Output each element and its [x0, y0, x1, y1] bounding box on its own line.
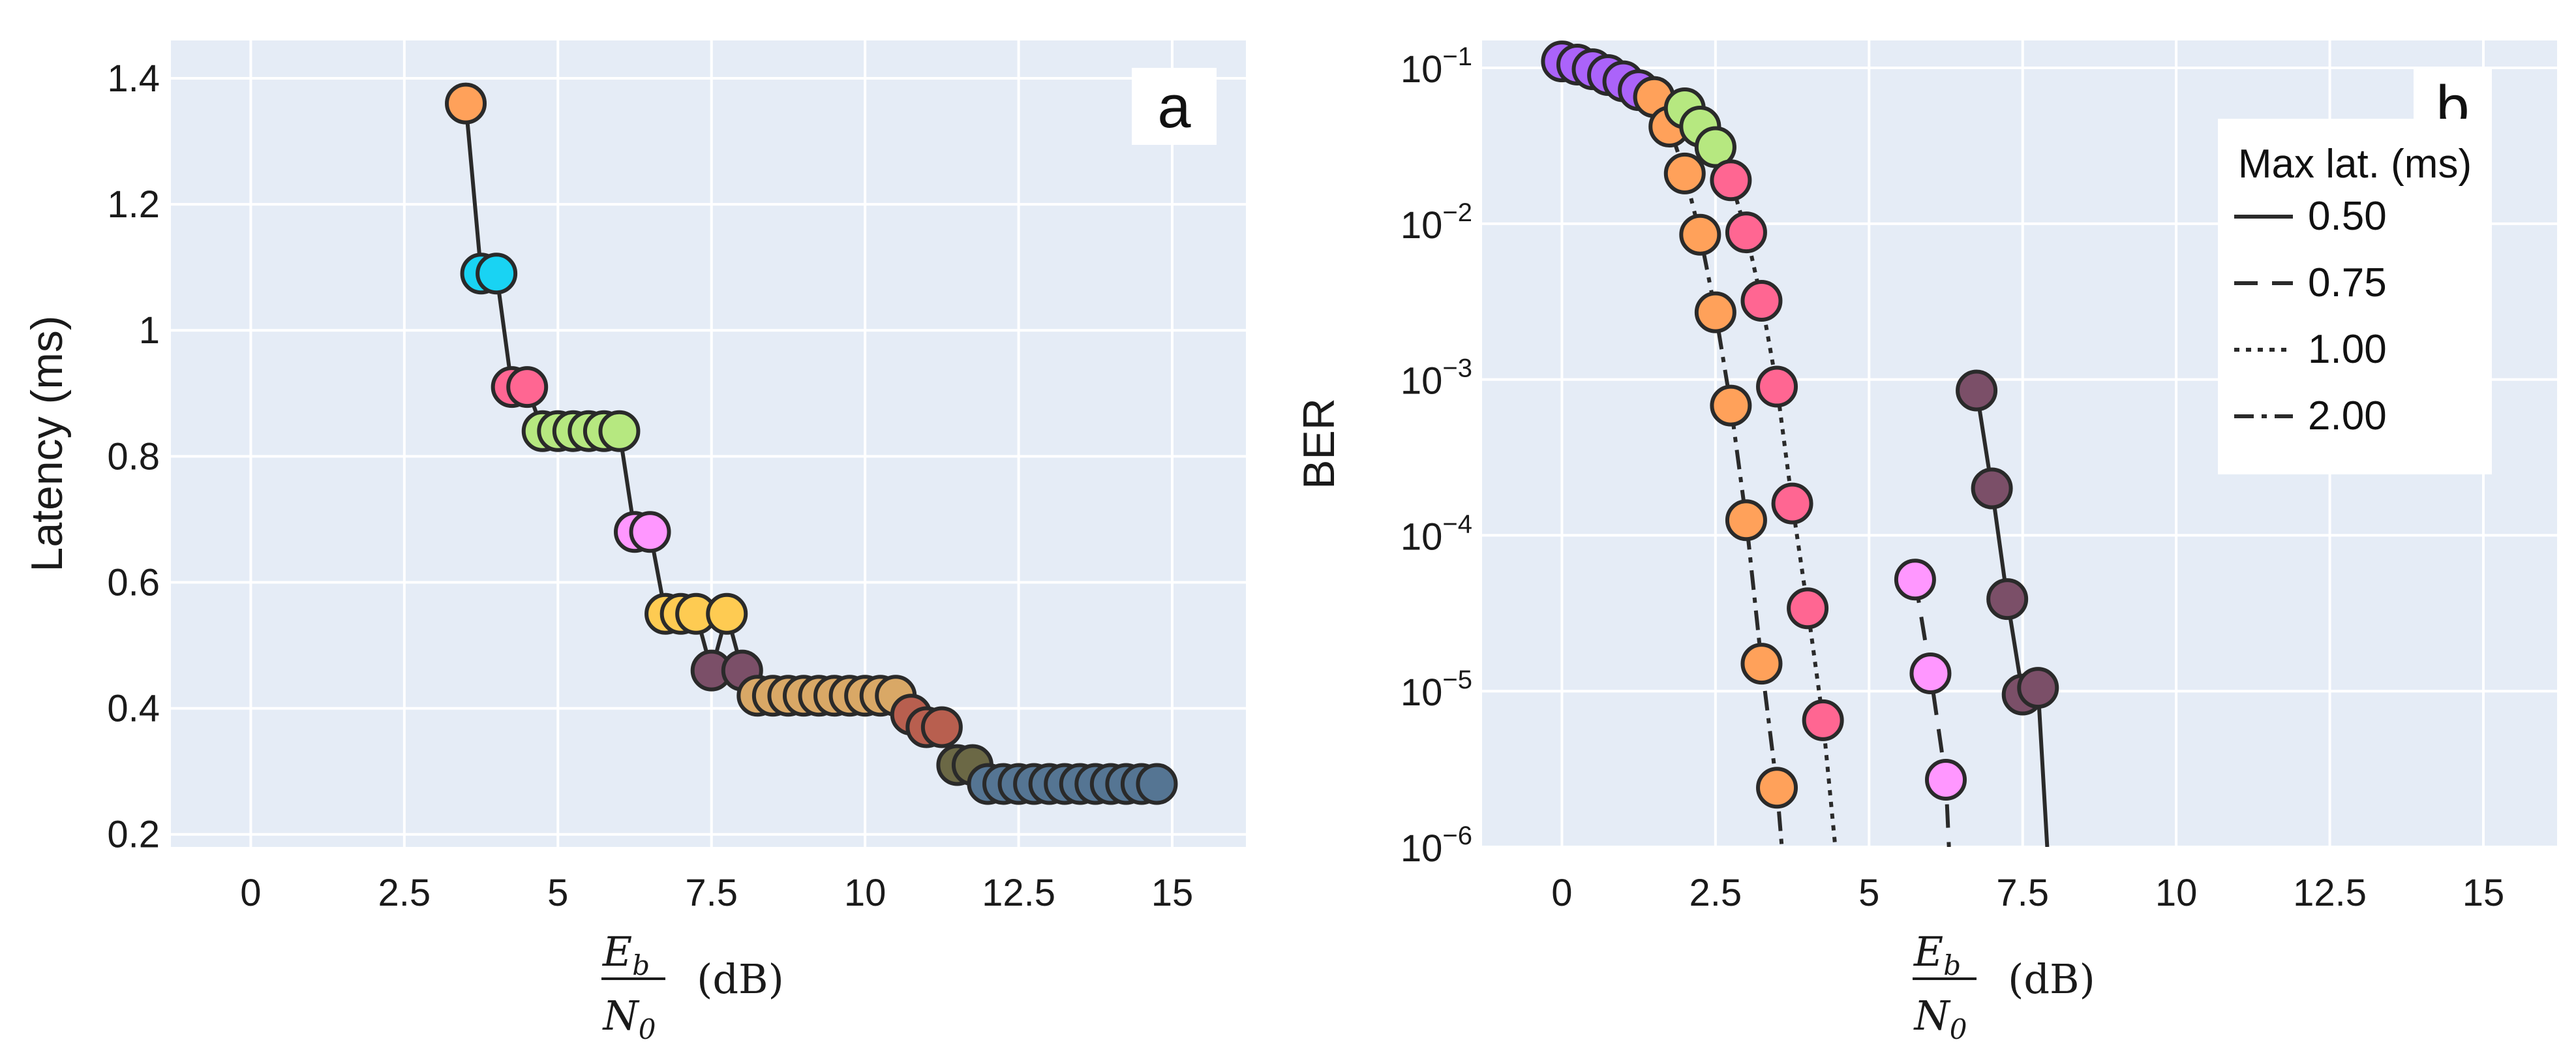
- x-axis-label-b-den: N: [1913, 992, 1952, 1039]
- data-point: [1787, 587, 1829, 630]
- y-tick-label: 1.4: [107, 57, 160, 100]
- y-tick-label: 1: [139, 309, 160, 352]
- legend-label: 0.75: [2308, 260, 2387, 305]
- ber-line-dashdot: [1652, 96, 1784, 847]
- y-tick-label: 1.2: [107, 183, 160, 226]
- data-point: [1986, 578, 2029, 621]
- svg-text:Eb: Eb: [1913, 928, 1961, 981]
- y-tick-labels-b: 10−1 10−2 10−3 10−4 10−5 10−6: [1401, 42, 1472, 870]
- y-tick-label: 10−4: [1401, 510, 1472, 558]
- x-axis-label-a-num-sub: b: [632, 949, 650, 981]
- legend-label: 2.00: [2308, 393, 2387, 438]
- x-axis-label-b-num: E: [1913, 928, 1943, 975]
- svg-text:N0: N0: [602, 992, 656, 1045]
- x-tick-label: 12.5: [2293, 872, 2367, 914]
- x-axis-label-a-den: N: [602, 992, 641, 1039]
- x-axis-label-a-unit: (dB): [697, 955, 784, 1003]
- x-axis-label-a-num: E: [602, 928, 632, 975]
- data-point: [1694, 291, 1736, 333]
- panel-b-ber: 0 2.5 5 7.5 10 12.5 15 10−110−210−310−410−510−…: [1294, 40, 2557, 1045]
- data-point: [1771, 482, 1813, 525]
- x-axis-label-b-unit: (dB): [2008, 955, 2095, 1003]
- x-tick-label: 0: [1551, 872, 1572, 914]
- data-point: [1710, 159, 1752, 202]
- y-axis-label-a: Latency (ms): [22, 316, 72, 572]
- x-tick-label: 10: [844, 872, 886, 914]
- x-axis-label-b-num-sub: b: [1943, 949, 1961, 981]
- panel-letter-a-box: [1132, 68, 1217, 145]
- grid-a: [171, 40, 1246, 847]
- y-tick-label: 0.8: [107, 435, 160, 478]
- data-point: [1725, 499, 1767, 542]
- x-tick-label: 5: [547, 872, 568, 914]
- x-tick-labels-a: 0 2.5 5 7.5 10 12.5 15: [240, 872, 1193, 914]
- y-tick-label: 10−2: [1401, 198, 1472, 247]
- plot-area-a: [171, 40, 1246, 847]
- x-axis-label-b-den-sub: 0: [1950, 1013, 1967, 1045]
- y-tick-label: 0.4: [107, 688, 160, 730]
- data-point: [1924, 758, 1967, 801]
- panel-letter-a: a: [1157, 74, 1191, 140]
- data-point: [506, 366, 549, 408]
- y-tick-labels-a: 0.2 0.4 0.6 0.8 1 1.2 1.4: [107, 57, 160, 856]
- data-point: [598, 410, 641, 452]
- data-point: [1679, 213, 1721, 256]
- series-points-b: [1541, 40, 2059, 809]
- y-tick-label: 0.6: [107, 561, 160, 604]
- x-tick-label: 2.5: [378, 872, 431, 914]
- data-point: [706, 592, 748, 635]
- y-tick-label: 10−6: [1401, 821, 1472, 870]
- x-tick-label: 0: [240, 872, 261, 914]
- x-tick-label: 15: [2462, 872, 2505, 914]
- x-tick-labels-b: 0 2.5 5 7.5 10 12.5 15: [1551, 872, 2504, 914]
- data-point: [1956, 369, 1998, 412]
- svg-text:Eb: Eb: [602, 928, 650, 981]
- y-tick-label: 10−1: [1401, 42, 1472, 91]
- x-tick-label: 10: [2155, 872, 2198, 914]
- data-point: [2017, 667, 2059, 709]
- legend: Max lat. (ms) 0.50 0.75 1.00 2.00: [2218, 119, 2492, 474]
- x-axis-label-b: Eb N0 (dB): [1913, 928, 2095, 1045]
- data-point: [1740, 643, 1783, 685]
- data-point: [1663, 152, 1706, 194]
- y-tick-label: 10−3: [1401, 354, 1472, 403]
- data-point: [1756, 365, 1798, 408]
- data-point: [1802, 699, 1844, 741]
- panel-a-latency: 0 2.5 5 7.5 10 12.5 15 0.2 0.4 0.6 0.8 1 1.2 1.4 Lat…: [22, 40, 1246, 1045]
- y-axis-label-b: BER: [1294, 398, 1344, 489]
- data-point: [1909, 652, 1952, 695]
- x-axis-label-a: Eb N0 (dB): [601, 928, 784, 1045]
- y-tick-label: 10−5: [1401, 666, 1472, 714]
- data-point: [476, 253, 518, 295]
- data-point: [1710, 384, 1752, 427]
- legend-label: 0.50: [2308, 194, 2387, 239]
- x-tick-label: 7.5: [1996, 872, 2049, 914]
- x-tick-label: 15: [1151, 872, 1194, 914]
- data-point: [1740, 280, 1783, 322]
- legend-title: Max lat. (ms): [2238, 142, 2472, 187]
- data-point: [1756, 767, 1798, 809]
- data-point: [1971, 467, 2013, 510]
- data-point: [920, 706, 963, 748]
- data-point: [445, 82, 487, 125]
- ber-line-dashed: [1913, 579, 1951, 847]
- x-tick-label: 2.5: [1690, 872, 1742, 914]
- legend-entries: 0.50 0.75 1.00 2.00: [2234, 194, 2387, 438]
- data-point: [629, 511, 671, 553]
- data-point: [1136, 763, 1178, 805]
- data-point: [1725, 211, 1767, 254]
- x-tick-label: 7.5: [685, 872, 738, 914]
- data-point: [1694, 126, 1736, 168]
- x-axis-label-a-den-sub: 0: [639, 1013, 656, 1045]
- data-point: [1894, 559, 1936, 601]
- series-points-a: [445, 82, 1178, 805]
- legend-label: 1.00: [2308, 327, 2387, 372]
- x-tick-label: 12.5: [982, 872, 1055, 914]
- x-tick-label: 5: [1858, 872, 1879, 914]
- y-tick-label: 0.2: [107, 814, 160, 856]
- svg-text:N0: N0: [1913, 992, 1967, 1045]
